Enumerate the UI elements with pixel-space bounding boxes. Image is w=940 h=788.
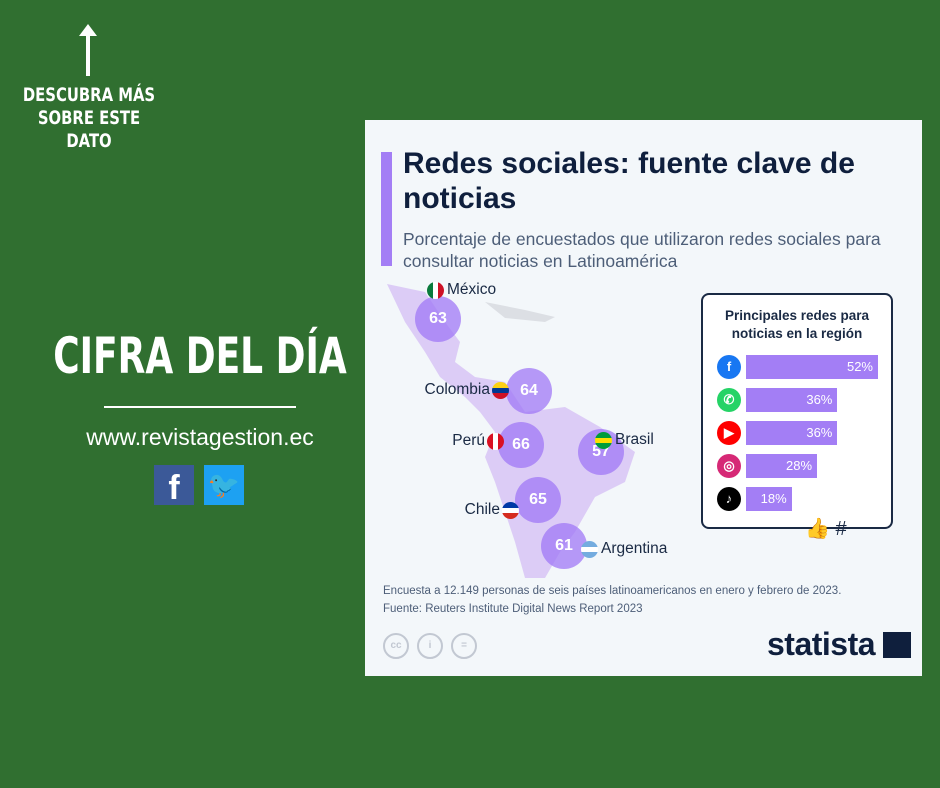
flag-icon — [492, 382, 509, 399]
flag-icon — [427, 282, 444, 299]
map-bubble-chile: 65 — [515, 477, 561, 523]
instagram-icon: ◎ — [717, 454, 741, 478]
infographic-card: Redes sociales: fuente clave de noticias… — [365, 120, 922, 676]
country-label: Perú — [452, 432, 485, 449]
country-label: Chile — [464, 501, 500, 518]
legend-title: Principales redes para noticias en la re… — [724, 308, 870, 341]
country-label: Colombia — [424, 381, 490, 398]
youtube-icon: ▶ — [717, 421, 741, 445]
map-bubble-argentina: 61 — [541, 523, 587, 569]
bar-facebook: 52% — [746, 355, 878, 379]
facebook-icon[interactable]: f — [154, 465, 194, 507]
legend-box: Principales redes para noticias en la re… — [701, 293, 893, 529]
legend-row: ▶ 36% — [717, 421, 838, 445]
legend-row: ◎ 28% — [717, 454, 818, 478]
legend-row: f 52% — [717, 355, 878, 379]
map-bubble-perú: 66 — [498, 422, 544, 468]
statista-logo: statista — [767, 626, 912, 663]
title-accent — [381, 152, 392, 266]
website-link[interactable]: www.revistagestion.ec — [86, 424, 314, 450]
flag-icon — [595, 432, 612, 449]
chart-title: Redes sociales: fuente clave de noticias — [403, 147, 855, 215]
social-illustration-icon: 👍 # — [805, 518, 847, 540]
whatsapp-icon: ✆ — [717, 388, 741, 412]
bar-youtube: 36% — [746, 421, 838, 445]
bar-whatsapp: 36% — [746, 388, 838, 412]
cc-icon[interactable]: cc — [383, 633, 409, 659]
legend-row: ✆ 36% — [717, 388, 838, 412]
chart-subtitle: Porcentaje de encuestados que utilizaron… — [403, 229, 881, 271]
attribution-icon[interactable]: i — [417, 633, 443, 659]
country-label: Argentina — [601, 540, 668, 557]
twitter-icon[interactable]: 🐦 — [204, 465, 244, 505]
country-label: Brasil — [615, 431, 654, 448]
bar-tiktok: 18% — [746, 487, 792, 511]
license-icons: cc i = — [383, 633, 477, 659]
flag-icon — [502, 502, 519, 519]
headline: CIFRA DEL DÍA — [53, 327, 347, 385]
facebook-icon: f — [717, 355, 741, 379]
country-label: México — [447, 281, 497, 298]
divider — [104, 406, 296, 408]
logo-text: statista — [767, 626, 876, 662]
source-note: Fuente: Reuters Institute Digital News R… — [383, 603, 643, 615]
bar-instagram: 28% — [746, 454, 818, 478]
survey-note: Encuesta a 12.149 personas de seis paíse… — [383, 585, 842, 597]
statista-logo-icon — [883, 632, 912, 658]
flag-icon — [487, 433, 504, 450]
no-derivatives-icon[interactable]: = — [451, 633, 477, 659]
flag-icon — [581, 541, 598, 558]
tiktok-icon: ♪ — [717, 487, 741, 511]
arrow-up-icon — [79, 24, 97, 76]
legend-row: ♪ 18% — [717, 487, 792, 511]
footnote: Encuesta a 12.149 personas de seis paíse… — [383, 582, 841, 618]
discover-more-link[interactable]: DESCUBRA MÁS SOBRE ESTE DATO — [22, 84, 156, 152]
map-bubble-colombia: 64 — [506, 368, 552, 414]
map-bubble-méxico: 63 — [415, 296, 461, 342]
